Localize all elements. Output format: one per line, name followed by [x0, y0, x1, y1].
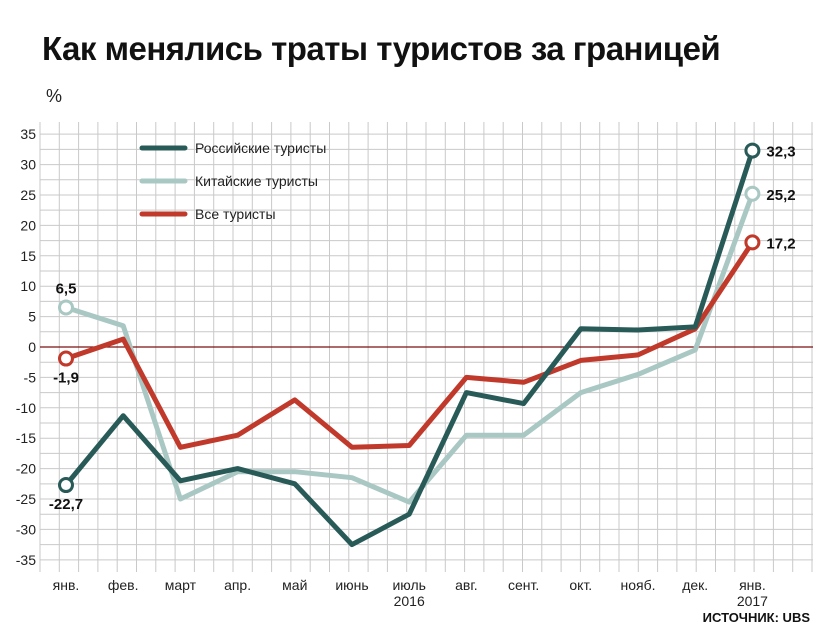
y-tick-label: -15: [16, 430, 36, 446]
legend-label: Российские туристы: [195, 140, 326, 156]
y-tick-label: 30: [20, 157, 36, 173]
y-tick-label: -25: [16, 491, 36, 507]
legend-label: Все туристы: [195, 206, 276, 222]
series-endpoint-marker: [744, 142, 761, 159]
y-axis-unit: %: [46, 86, 63, 106]
x-tick-label: янв.: [739, 577, 766, 593]
data-labels: -22,7 6,5 -1,9 32,3 25,2 17,2: [49, 144, 796, 513]
x-tick-label: июль: [392, 577, 425, 593]
series-endpoint-marker: [58, 477, 74, 494]
x-tick-label: окт.: [569, 577, 592, 593]
x-tick-label: авг.: [455, 577, 478, 593]
data-label: -1,9: [53, 370, 79, 387]
y-axis: 35 30 25 20 15 10 5 0 -5 -10 -15 -20 -25 -30 -35: [16, 126, 36, 568]
y-tick-label: -20: [16, 461, 36, 477]
x-tick-label: нояб.: [620, 577, 655, 593]
x-tick-label: март: [165, 577, 197, 593]
y-tick-label: -35: [16, 552, 36, 568]
series-line: [63, 148, 755, 548]
year-label: 2017: [737, 593, 768, 609]
data-label: 17,2: [766, 235, 795, 252]
series-line: [63, 191, 755, 505]
y-tick-label: 5: [28, 309, 36, 325]
year-label: 2016: [394, 593, 425, 609]
x-tick-label: июнь: [335, 577, 368, 593]
series-endpoint-marker: [58, 299, 74, 316]
y-tick-label: 25: [20, 187, 36, 203]
y-tick-label: 10: [20, 278, 36, 294]
series-endpoint-marker: [744, 234, 761, 251]
y-tick-label: -10: [16, 400, 36, 416]
legend: Российские туристы Китайские туристы Все т…: [139, 140, 326, 222]
series-lines: [58, 142, 761, 548]
x-tick-label: дек.: [682, 577, 708, 593]
y-tick-label: 15: [20, 248, 36, 264]
data-label: 32,3: [766, 144, 795, 161]
x-tick-label: сент.: [508, 577, 539, 593]
x-tick-label: май: [282, 577, 307, 593]
data-label: -22,7: [49, 496, 83, 513]
series-endpoint-marker: [58, 350, 74, 367]
x-tick-label: апр.: [224, 577, 251, 593]
data-label: 6,5: [56, 280, 77, 297]
x-axis: янв. фев. март апр. май июнь июль авг. сент. окт.…: [53, 577, 769, 609]
y-tick-label: -5: [24, 369, 37, 385]
series-line: [63, 239, 755, 450]
data-label: 25,2: [766, 187, 795, 204]
x-tick-label: фев.: [108, 577, 139, 593]
y-tick-label: 35: [20, 126, 36, 142]
y-tick-label: 20: [20, 217, 36, 233]
source-note: ИСТОЧНИК: UBS: [703, 610, 811, 625]
chart-title: Как менялись траты туристов за границей: [42, 30, 721, 67]
y-tick-label: -30: [16, 521, 36, 537]
series-endpoint-marker: [744, 185, 761, 202]
y-tick-label: 0: [28, 339, 36, 355]
legend-label: Китайские туристы: [195, 173, 318, 189]
x-tick-label: янв.: [53, 577, 80, 593]
